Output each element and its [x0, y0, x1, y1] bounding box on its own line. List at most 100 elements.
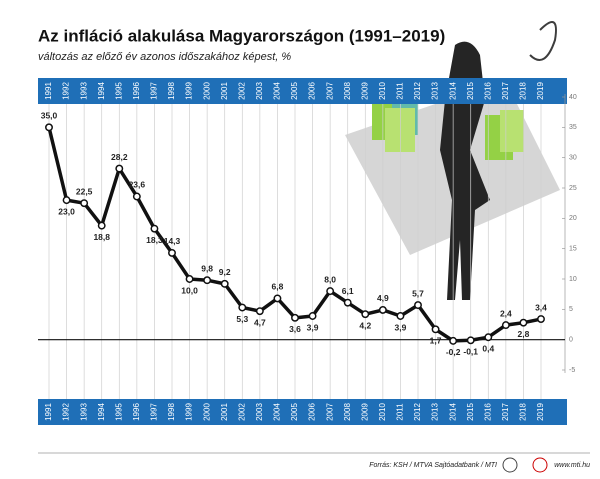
x-tick-label: 2007 — [325, 403, 334, 421]
point — [238, 303, 247, 312]
data-label: 22,5 — [76, 186, 93, 196]
data-label: -0,1 — [463, 347, 478, 357]
point — [378, 305, 387, 314]
point — [132, 192, 141, 201]
x-tick-label: 2002 — [237, 82, 246, 100]
data-label: 2,8 — [518, 329, 530, 339]
x-tick-label: 1996 — [132, 403, 141, 421]
x-tick-label: 1999 — [185, 403, 194, 421]
point — [150, 224, 159, 233]
x-tick-label: 1991 — [44, 82, 53, 100]
x-tick-label: 2004 — [273, 82, 282, 100]
tag-string — [529, 21, 557, 61]
x-tick-label: 1996 — [132, 82, 141, 100]
bag — [385, 108, 415, 152]
x-tick-label: 2000 — [202, 82, 211, 100]
x-tick-label: 1998 — [167, 82, 176, 100]
x-tick-label: 2009 — [360, 82, 369, 100]
logo — [532, 457, 548, 473]
data-label: 23,0 — [58, 206, 75, 216]
x-tick-label: 1993 — [79, 403, 88, 421]
point — [361, 310, 370, 319]
data-label: 4,2 — [359, 320, 371, 330]
bag — [500, 110, 524, 152]
data-label: 2,4 — [500, 308, 512, 318]
data-label: 14,3 — [164, 236, 181, 246]
point — [449, 336, 458, 345]
website: www.mti.hu — [554, 462, 590, 469]
data-label: 5,7 — [412, 288, 424, 298]
x-tick-label: 2003 — [255, 403, 264, 421]
point — [519, 318, 528, 327]
data-label: 8,0 — [324, 274, 336, 284]
x-tick-label: 2005 — [290, 82, 299, 100]
x-tick-label: 2005 — [290, 403, 299, 421]
x-tick-label: 2007 — [325, 82, 334, 100]
point — [431, 325, 440, 334]
x-tick-label: 2004 — [273, 403, 282, 421]
data-label: 1,7 — [430, 336, 442, 346]
point — [203, 276, 212, 285]
x-tick-label: 1995 — [114, 403, 123, 421]
data-label: 18,3 — [146, 235, 163, 245]
x-tick-label: 2012 — [413, 403, 422, 421]
data-label: 3,6 — [289, 324, 301, 334]
x-tick-label: 2009 — [360, 403, 369, 421]
x-tick-label: 2010 — [378, 403, 387, 421]
x-tick-label: 2006 — [308, 82, 317, 100]
x-tick-label: 2019 — [536, 403, 545, 421]
x-tick-label: 1991 — [44, 403, 53, 421]
x-tick-label: 2013 — [431, 82, 440, 100]
logo — [502, 457, 518, 473]
data-label: -0,2 — [446, 347, 461, 357]
x-tick-label: 2001 — [220, 82, 229, 100]
x-tick-label: 2014 — [448, 403, 457, 421]
data-label: 28,2 — [111, 152, 128, 162]
data-label: 35,0 — [41, 111, 58, 121]
data-label: 3,4 — [535, 302, 547, 312]
point — [62, 196, 71, 205]
y-tick-label: 25 — [569, 185, 577, 192]
data-label: 3,9 — [307, 322, 319, 332]
point — [343, 298, 352, 307]
y-tick-label: 40 — [569, 94, 577, 101]
x-tick-label: 1993 — [79, 82, 88, 100]
x-tick-label: 2011 — [396, 82, 405, 100]
x-tick-label: 2019 — [536, 82, 545, 100]
x-tick-label: 2014 — [448, 82, 457, 100]
chart-title: Az infláció alakulása Magyarországon (19… — [38, 26, 445, 45]
x-tick-label: 2018 — [519, 82, 528, 100]
point — [537, 315, 545, 323]
source: Forrás: KSH / MTVA Sajtóadatbank / MTI — [369, 462, 497, 469]
data-label: 6,1 — [342, 286, 354, 296]
year-band — [38, 78, 567, 104]
x-tick-label: 2018 — [519, 403, 528, 421]
x-tick-label: 2000 — [202, 403, 211, 421]
point — [291, 313, 299, 322]
point — [185, 275, 194, 283]
point — [45, 123, 53, 132]
y-tick-label: 20 — [569, 215, 577, 222]
x-tick-label: 2015 — [466, 403, 475, 421]
x-tick-label: 2015 — [466, 82, 475, 100]
x-tick-label: 1992 — [62, 403, 71, 421]
x-tick-label: 2011 — [396, 403, 405, 421]
x-tick-label: 1998 — [167, 403, 176, 421]
x-tick-label: 1997 — [150, 403, 159, 421]
y-tick-label: 35 — [569, 124, 577, 131]
x-tick-label: 1997 — [150, 82, 159, 100]
x-tick-label: 2012 — [413, 82, 422, 100]
x-tick-label: 2002 — [237, 403, 246, 421]
point — [501, 321, 510, 330]
x-tick-label: 2003 — [255, 82, 264, 100]
point — [326, 287, 335, 296]
y-tick-label: 15 — [569, 246, 577, 253]
x-tick-label: 2017 — [501, 403, 510, 421]
x-tick-label: 1995 — [114, 82, 123, 100]
point — [308, 312, 317, 320]
x-tick-label: 2013 — [431, 403, 440, 421]
data-label: 9,8 — [201, 263, 213, 273]
point — [255, 307, 264, 316]
point — [466, 336, 475, 345]
y-tick-label: 5 — [569, 306, 573, 313]
